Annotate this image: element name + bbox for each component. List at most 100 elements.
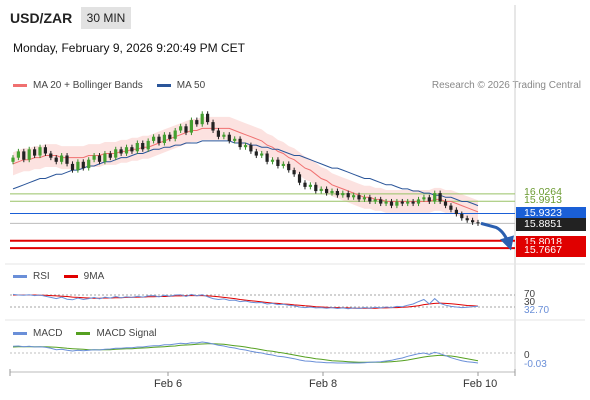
candle-body <box>433 193 437 202</box>
candle-body <box>416 199 421 204</box>
candle-body <box>200 113 204 125</box>
candle-body <box>395 201 399 206</box>
candle-body <box>227 134 231 141</box>
candle-body <box>119 149 123 154</box>
candle-body <box>308 184 312 187</box>
candle-body <box>135 143 139 152</box>
candle-body <box>276 159 280 166</box>
candle-body <box>438 193 442 202</box>
candle-body <box>303 182 307 187</box>
candle-body <box>211 122 215 131</box>
timeframe-badge[interactable]: 30 MIN <box>81 7 131 29</box>
ma50-legend-label: MA 50 <box>176 80 206 91</box>
candle-body <box>222 134 226 137</box>
rsi-legend-label: RSI <box>33 271 50 282</box>
candle-body <box>162 134 166 143</box>
candle-body <box>233 138 237 141</box>
candle-body <box>92 155 96 160</box>
candle-body <box>27 149 31 160</box>
candle-body <box>173 130 177 139</box>
rsi-ma-legend-swatch <box>63 275 78 278</box>
level-label-15-7667: 15.7667 <box>516 244 586 257</box>
candle-body <box>124 147 129 154</box>
candle-body <box>168 134 172 139</box>
rsi-ma-line <box>13 294 479 309</box>
rsi-value: 32.70 <box>524 305 550 316</box>
candle-body <box>76 161 80 171</box>
last-price-label: 15.8851 <box>516 218 586 231</box>
candle-body <box>243 145 248 148</box>
candle-body <box>281 163 285 166</box>
candle-body <box>184 126 188 133</box>
candle-body <box>146 140 150 150</box>
candle-body <box>297 174 302 183</box>
candle-body <box>65 155 69 164</box>
candle-body <box>87 159 91 169</box>
candle-body <box>352 195 356 198</box>
candle-body <box>38 147 42 156</box>
macd-signal-legend-swatch <box>76 332 91 335</box>
candle-body <box>22 151 26 160</box>
ma50-legend-swatch <box>156 84 171 87</box>
candle-body <box>314 184 318 192</box>
candle-body <box>362 197 366 200</box>
candle-body <box>270 159 275 162</box>
candle-body <box>179 126 183 131</box>
candle-body <box>443 201 448 206</box>
rsi-line <box>12 293 479 310</box>
candle-body <box>368 197 372 202</box>
candle-body <box>81 161 85 169</box>
candle-body <box>103 153 107 162</box>
candle-body <box>406 201 410 204</box>
credit-label: Research © 2026 Trading Central <box>431 80 581 91</box>
candle-body <box>357 195 361 200</box>
macd-legend-swatch <box>13 332 27 335</box>
rsi-level-70: 70 <box>524 289 536 300</box>
x-label-feb-6: Feb 6 <box>154 378 183 390</box>
candle-body <box>476 222 480 224</box>
candle-body <box>70 163 75 171</box>
rsi-legend-swatch <box>13 275 27 278</box>
bollinger-band <box>13 116 478 224</box>
candle-body <box>49 153 53 158</box>
datetime-label: Monday, February 9, 2026 9:20:49 PM CET <box>13 41 245 55</box>
ma20-legend-swatch <box>13 84 27 87</box>
candle-body <box>292 170 296 175</box>
level-label-16-0264: 16.0264 <box>524 186 562 198</box>
macd-signal-legend-label: MACD Signal <box>96 328 157 339</box>
macd-line <box>12 341 479 364</box>
candle-body <box>454 209 458 214</box>
candle-body <box>33 149 37 156</box>
x-label-feb-10: Feb 10 <box>463 378 498 390</box>
rsi-legend: RSI 9MA <box>13 271 118 282</box>
candle-body <box>411 201 415 204</box>
ma20-line <box>12 127 479 213</box>
candle-body <box>449 205 453 210</box>
main-legend: MA 20 + Bollinger Bands MA 50 <box>13 80 219 91</box>
candle-body <box>460 214 464 219</box>
candle-body <box>346 193 350 198</box>
candle-body <box>54 157 58 162</box>
macd-legend-label: MACD <box>33 328 63 339</box>
candle-body <box>141 143 145 150</box>
candle-body <box>287 163 291 171</box>
candle-body <box>157 136 161 143</box>
candle-body <box>400 201 404 204</box>
rsi-level-30: 30 <box>524 297 536 308</box>
candle-body <box>422 197 426 200</box>
level-label-15-9913: 15.9913 <box>524 194 562 206</box>
forecast-arrowhead <box>500 235 514 251</box>
candle-body <box>97 155 102 162</box>
candle-body <box>195 120 199 125</box>
candle-body <box>108 153 112 158</box>
candle-body <box>254 151 258 156</box>
macd-value: -0.03 <box>524 359 547 370</box>
candle-body <box>465 218 469 221</box>
candle-body <box>389 201 394 206</box>
candle-body <box>319 188 323 191</box>
candle-body <box>249 145 253 152</box>
ma20-legend-label: MA 20 + Bollinger Bands <box>33 80 143 91</box>
candle-body <box>373 199 377 202</box>
candle-body <box>206 113 210 123</box>
